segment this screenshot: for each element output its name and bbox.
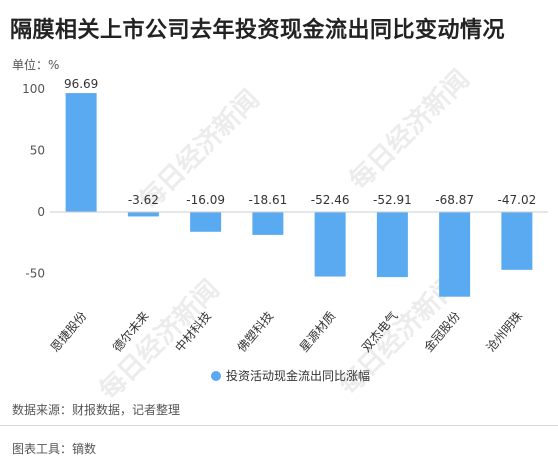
x-tick-label: 恩捷股份	[48, 309, 90, 355]
y-tick-label: 100	[22, 82, 45, 96]
data-label: -16.09	[186, 193, 225, 207]
y-tick-label: 0	[37, 205, 45, 219]
y-tick-label: 50	[30, 144, 45, 158]
data-label: -52.91	[373, 193, 412, 207]
data-label: -47.02	[498, 193, 537, 207]
legend-label: 投资活动现金流出同比涨幅	[226, 368, 370, 383]
data-label: -3.62	[128, 193, 159, 207]
bar	[190, 212, 222, 232]
legend-marker	[211, 371, 221, 381]
chart-title: 隔膜相关上市公司去年投资现金流出同比变动情况	[10, 18, 506, 43]
x-tick-label: 双杰电气	[358, 308, 400, 354]
data-label: -18.61	[249, 193, 288, 207]
bar	[314, 212, 346, 277]
x-tick-label: 中材科技	[172, 308, 214, 354]
bar	[376, 212, 408, 278]
x-tick-label: 佛塑科技	[234, 308, 276, 354]
x-tick-label: 金冠股份	[421, 308, 463, 354]
x-tick-label: 星源材质	[297, 309, 339, 355]
data-source: 数据来源：财报数据，记者整理	[12, 403, 181, 417]
bar	[501, 212, 533, 270]
data-label: 96.69	[64, 77, 98, 91]
bar	[127, 212, 159, 217]
divider	[0, 425, 558, 426]
chart-tool: 图表工具：镝数	[12, 442, 97, 456]
bar	[439, 212, 471, 297]
bar	[65, 93, 97, 212]
y-tick-label: -50	[25, 267, 45, 281]
x-tick-label: 德尔未来	[109, 308, 151, 354]
data-label: -52.46	[311, 193, 350, 207]
bar-chart: 100 50 0 -50 96.69 恩捷股份 -3.62 德尔未来 -16.09 中材科技 -18…	[22, 77, 548, 383]
x-tick-label: 沧州明珠	[483, 308, 525, 354]
data-label: -68.87	[435, 193, 474, 207]
bar	[252, 212, 284, 235]
unit-label: 单位：%	[12, 58, 60, 72]
